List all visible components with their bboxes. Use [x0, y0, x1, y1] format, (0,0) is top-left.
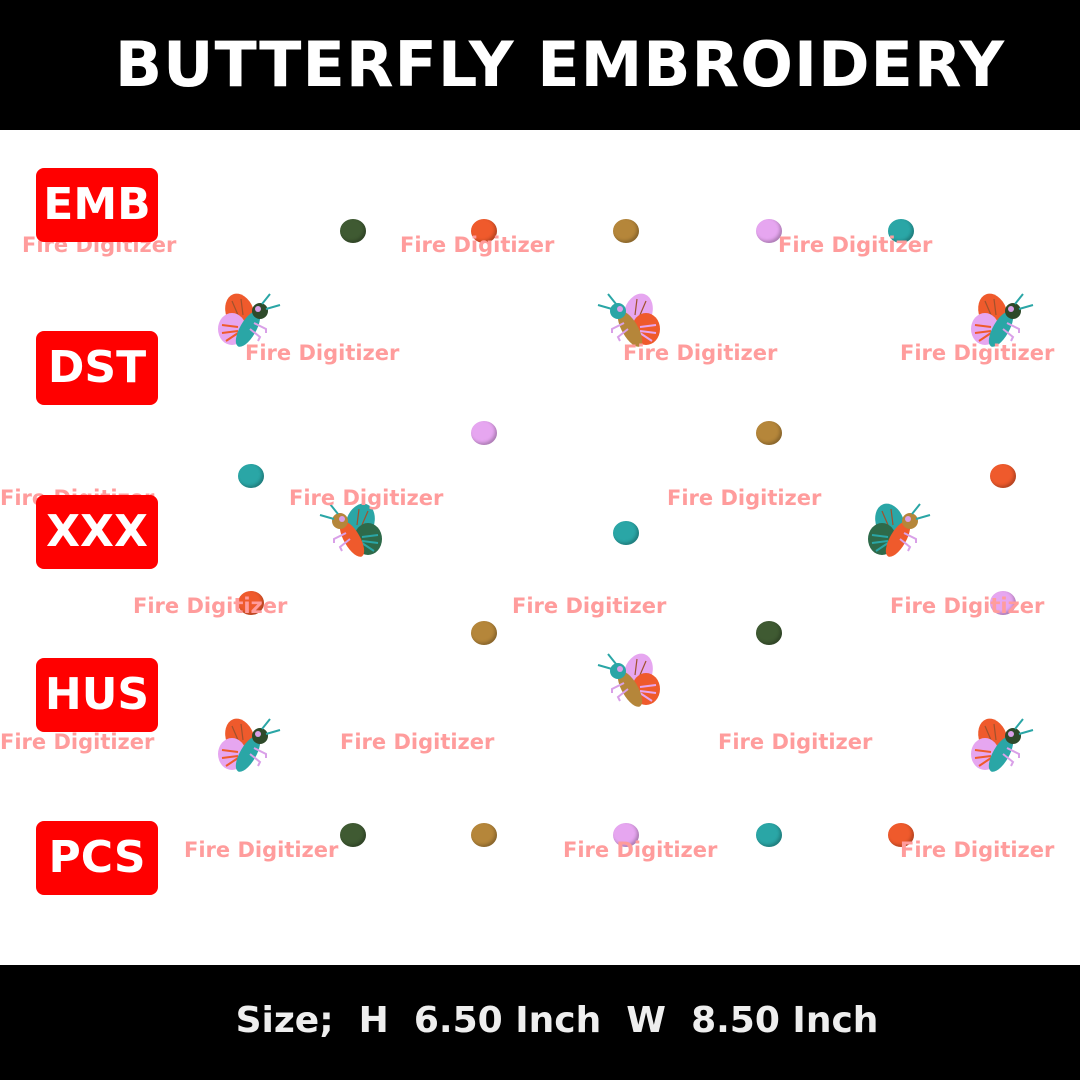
butterfly-embroidery-icon — [963, 710, 1043, 790]
format-badge-emb: EMB — [36, 168, 158, 242]
embroidery-dot — [238, 464, 264, 488]
butterfly-embroidery-icon — [310, 495, 390, 575]
embroidery-dot — [756, 823, 782, 847]
watermark-text: Fire Digitizer — [0, 730, 155, 754]
embroidery-dot — [471, 823, 497, 847]
embroidery-dot — [471, 621, 497, 645]
size-text: Size; H 6.50 Inch W 8.50 Inch — [235, 1000, 879, 1041]
embroidery-dot — [471, 421, 497, 445]
embroidery-dot — [990, 464, 1016, 488]
watermark-text: Fire Digitizer — [289, 486, 444, 510]
embroidery-dot — [613, 823, 639, 847]
embroidery-dot — [888, 219, 914, 243]
watermark-text: Fire Digitizer — [900, 341, 1055, 365]
watermark-text: Fire Digitizer — [667, 486, 822, 510]
watermark-text: Fire Digitizer — [778, 233, 933, 257]
format-badge-hus: HUS — [36, 658, 158, 732]
embroidery-dot — [340, 823, 366, 847]
format-badge-pcs: PCS — [36, 821, 158, 895]
watermark-text: Fire Digitizer — [512, 594, 667, 618]
embroidery-dot — [613, 219, 639, 243]
watermark-text: Fire Digitizer — [718, 730, 873, 754]
butterfly-embroidery-icon — [963, 285, 1043, 365]
watermark-text: Fire Digitizer — [245, 341, 400, 365]
butterfly-embroidery-icon — [210, 285, 290, 365]
butterfly-embroidery-icon — [210, 710, 290, 790]
watermark-text: Fire Digitizer — [900, 838, 1055, 862]
butterfly-embroidery-icon — [860, 495, 940, 575]
butterfly-embroidery-icon — [588, 645, 668, 725]
watermark-text: Fire Digitizer — [400, 233, 555, 257]
butterfly-embroidery-icon — [588, 285, 668, 365]
embroidery-dot — [756, 421, 782, 445]
embroidery-dot — [756, 219, 782, 243]
watermark-text: Fire Digitizer — [563, 838, 718, 862]
watermark-text: Fire Digitizer — [133, 594, 288, 618]
watermark-text: Fire Digitizer — [184, 838, 339, 862]
embroidery-dot — [613, 521, 639, 545]
embroidery-dot — [238, 591, 264, 615]
embroidery-dot — [888, 823, 914, 847]
watermark-text: Fire Digitizer — [340, 730, 495, 754]
embroidery-dot — [471, 219, 497, 243]
header-bar: BUTTERFLY EMBROIDERY — [0, 0, 1080, 130]
embroidery-dot — [340, 219, 366, 243]
format-badge-dst: DST — [36, 331, 158, 405]
format-badge-xxx: XXX — [36, 495, 158, 569]
embroidery-dot — [756, 621, 782, 645]
embroidery-dot — [990, 591, 1016, 615]
page-title: BUTTERFLY EMBROIDERY — [114, 28, 1006, 101]
watermark-text: Fire Digitizer — [890, 594, 1045, 618]
footer-bar: Size; H 6.50 Inch W 8.50 Inch — [0, 965, 1080, 1080]
watermark-text: Fire Digitizer — [623, 341, 778, 365]
